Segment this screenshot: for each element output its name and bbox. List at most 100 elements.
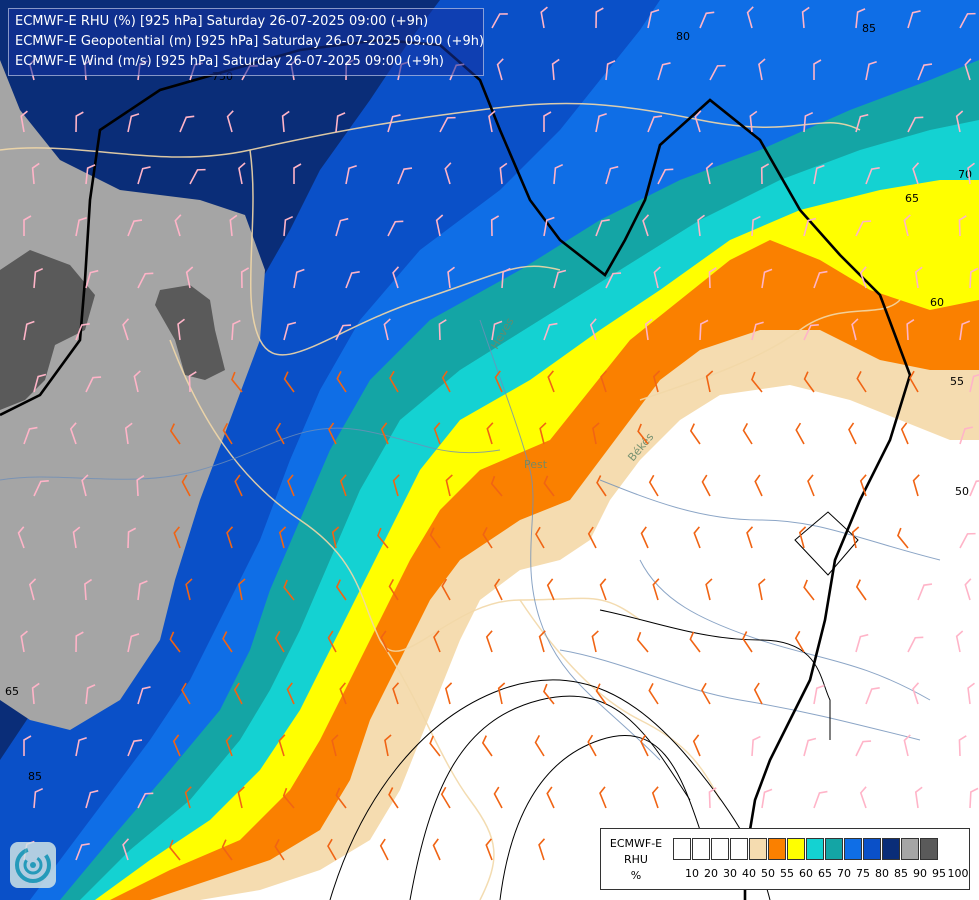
wind-barb xyxy=(813,164,825,185)
wind-barb xyxy=(81,474,89,497)
wind-barb xyxy=(753,682,763,705)
legend-swatch xyxy=(863,838,881,860)
wind-barb xyxy=(795,422,805,445)
wind-barb xyxy=(137,686,151,705)
wind-barb xyxy=(233,682,243,705)
wind-barb xyxy=(172,734,181,757)
wind-barb xyxy=(226,110,234,133)
wind-barb xyxy=(648,683,659,705)
wind-barb xyxy=(445,474,453,497)
wind-barb xyxy=(17,526,25,549)
wind-barb xyxy=(438,319,447,341)
wind-barb xyxy=(742,631,753,653)
wind-barb xyxy=(746,6,754,29)
wind-barb xyxy=(912,162,920,185)
wind-barb xyxy=(589,318,597,341)
wind-barb xyxy=(122,838,130,861)
wind-barb xyxy=(127,739,143,757)
wind-barb xyxy=(384,734,392,757)
wind-barb xyxy=(758,58,766,81)
wind-barb xyxy=(20,110,28,133)
wind-barb xyxy=(587,734,597,757)
wind-barb xyxy=(327,838,337,861)
contour-label: 50 xyxy=(955,485,969,498)
wind-barb xyxy=(538,630,546,653)
wind-barb xyxy=(543,111,552,132)
legend-tick-label: 90 xyxy=(913,867,927,880)
wind-barb xyxy=(486,422,494,445)
wind-barb xyxy=(813,59,822,80)
wind-barb xyxy=(173,526,181,549)
legend-tick-label: 70 xyxy=(837,867,851,880)
wind-barb xyxy=(392,474,400,497)
wind-barb xyxy=(865,167,880,185)
wind-barb xyxy=(490,475,503,497)
wind-barb xyxy=(345,271,360,289)
rivers xyxy=(0,319,941,761)
contour-label: 55 xyxy=(950,375,964,388)
wind-barb xyxy=(540,6,548,29)
wind-barb xyxy=(222,422,233,445)
wind-barb xyxy=(336,371,347,393)
legend-tick-label: 80 xyxy=(875,867,889,880)
wind-barb xyxy=(605,165,619,185)
legend-swatch xyxy=(673,838,691,860)
wind-barb xyxy=(397,167,413,185)
wind-barb xyxy=(761,268,773,289)
wind-barb xyxy=(293,163,302,184)
wind-barb xyxy=(546,578,555,601)
wind-barb xyxy=(31,682,40,705)
wind-barb xyxy=(967,162,975,185)
wind-barb xyxy=(760,163,770,185)
wind-barb xyxy=(955,110,964,133)
wind-barb xyxy=(497,682,506,705)
wind-barb xyxy=(377,527,389,549)
legend-tick-label: 55 xyxy=(780,867,794,880)
wind-barb xyxy=(595,683,607,705)
wind-barb xyxy=(494,578,503,601)
wind-barb xyxy=(803,371,815,393)
wind-barb xyxy=(222,631,233,653)
wind-barb xyxy=(651,786,659,809)
legend-tick-label: 20 xyxy=(704,867,718,880)
wind-barb xyxy=(539,422,547,445)
legend-swatch xyxy=(692,838,710,860)
wind-barb xyxy=(969,267,979,289)
wind-barb xyxy=(496,58,504,81)
wind-barb xyxy=(499,162,508,185)
wind-barb xyxy=(689,423,701,445)
wind-barb xyxy=(388,787,399,809)
wind-barb xyxy=(137,166,151,185)
wind-barb xyxy=(848,422,857,445)
title-wind: ECMWF-E Wind (m/s) [925 hPa] Saturday 26… xyxy=(15,54,444,69)
wind-barb xyxy=(493,786,503,809)
wind-barb xyxy=(636,631,649,653)
wind-barb xyxy=(237,786,245,809)
wind-barb xyxy=(335,579,347,601)
wind-barb xyxy=(701,474,711,497)
wind-barb xyxy=(23,426,38,445)
wind-barb xyxy=(429,527,441,549)
wind-barb xyxy=(69,422,77,445)
wind-barb xyxy=(592,422,600,445)
wind-barb xyxy=(328,422,337,445)
wind-barb xyxy=(803,111,814,133)
wind-barb xyxy=(693,526,701,549)
wind-barb xyxy=(900,422,909,445)
wind-barb xyxy=(694,110,702,133)
wind-barb xyxy=(185,578,193,601)
wind-barb xyxy=(959,12,976,29)
borders xyxy=(0,102,901,900)
legend-tick-label: 85 xyxy=(894,867,908,880)
wind-barb xyxy=(761,788,773,809)
wind-barb xyxy=(447,266,455,289)
wind-barb xyxy=(75,111,84,133)
wind-barb xyxy=(444,162,452,185)
wind-barb xyxy=(331,734,339,757)
wind-barb xyxy=(20,630,28,653)
wind-barb xyxy=(751,371,763,393)
wind-barb xyxy=(28,578,37,601)
wind-barb xyxy=(433,630,441,653)
wind-barb xyxy=(794,630,805,653)
wind-barb xyxy=(903,734,911,757)
